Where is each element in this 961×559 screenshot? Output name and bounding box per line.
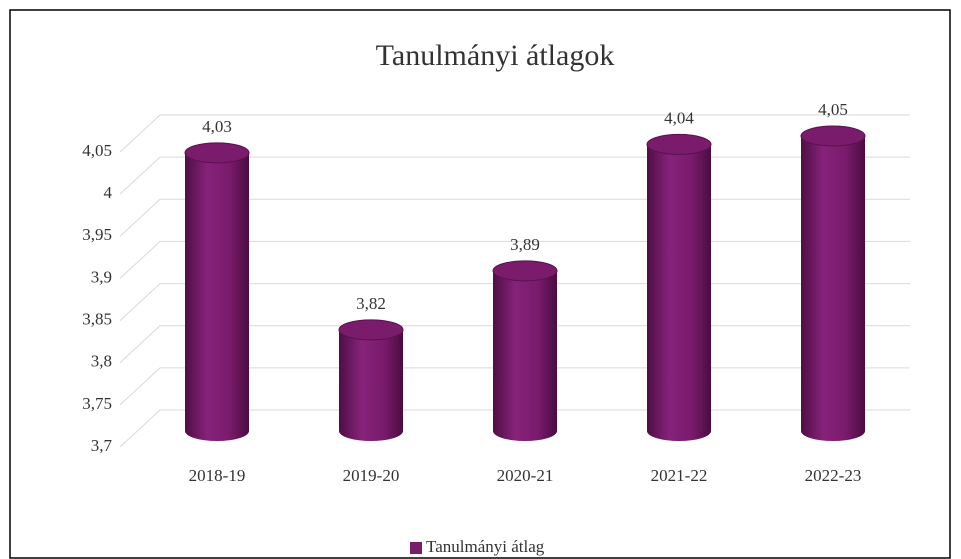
bar: [185, 152, 249, 441]
bar-top: [338, 319, 404, 341]
legend-swatch: [410, 542, 422, 554]
x-tick-label: 2020-21: [497, 466, 554, 485]
bar-top: [492, 260, 558, 282]
y-tick-label: 3,8: [91, 352, 112, 371]
grid-line: [119, 114, 910, 153]
value-label: 4,04: [664, 108, 694, 127]
x-tick-label: 2019-20: [343, 466, 400, 485]
value-label: 4,05: [818, 100, 848, 119]
bar: [493, 270, 557, 441]
bar: [339, 329, 403, 441]
y-tick-label: 3,7: [91, 436, 113, 455]
y-tick-label: 4: [104, 183, 113, 202]
bar: [647, 144, 711, 441]
bar-top: [184, 142, 250, 164]
y-tick-label: 3,95: [82, 225, 112, 244]
x-tick-label: 2018-19: [189, 466, 246, 485]
bar-top: [800, 125, 866, 147]
x-tick-label: 2021-22: [651, 466, 708, 485]
x-tick-label: 2022-23: [805, 466, 862, 485]
value-label: 3,82: [356, 294, 386, 313]
chart-title: Tanulmányi átlagok: [376, 39, 615, 72]
value-label: 4,03: [202, 117, 232, 136]
value-label: 3,89: [510, 235, 540, 254]
y-tick-label: 4,05: [82, 141, 112, 160]
y-tick-label: 3,85: [82, 309, 112, 328]
legend-label: Tanulmányi átlag: [426, 537, 545, 556]
bar-top: [646, 133, 712, 155]
y-tick-label: 3,9: [91, 267, 112, 286]
bar: [801, 136, 865, 441]
y-tick-label: 3,75: [82, 394, 112, 413]
